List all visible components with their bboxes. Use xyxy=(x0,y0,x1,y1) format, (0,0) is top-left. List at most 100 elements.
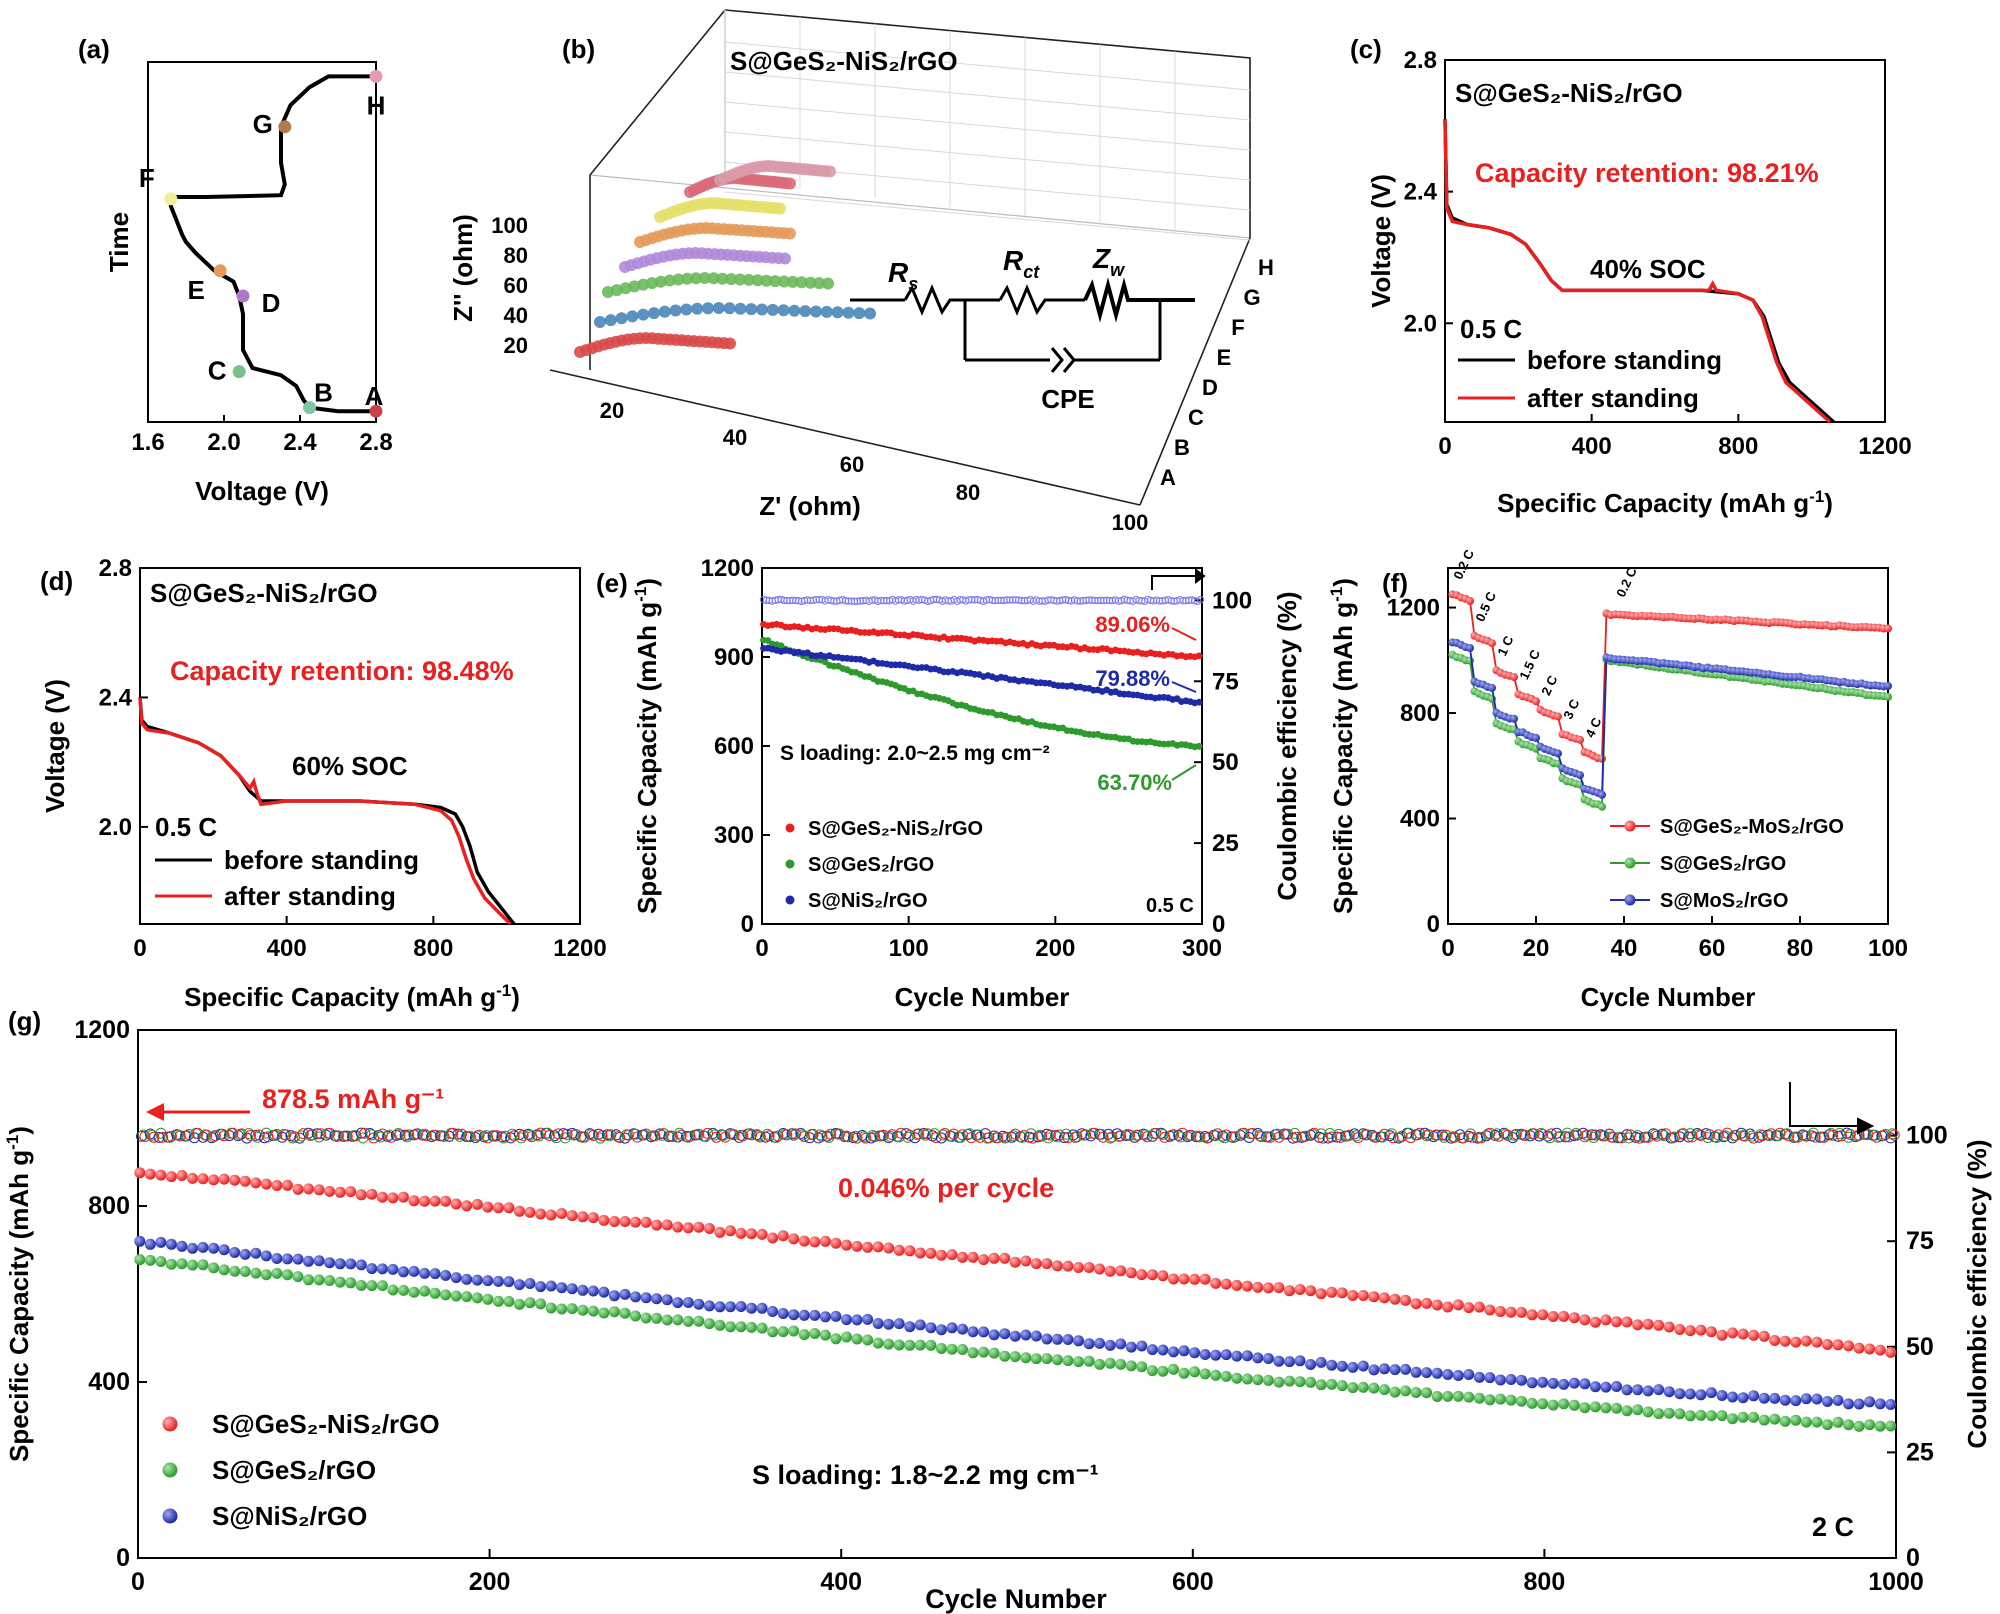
panel-g-point xyxy=(281,1179,293,1191)
panel-g-point xyxy=(1305,1359,1317,1370)
panel-e-ce-point xyxy=(997,596,1005,605)
panel-f-legend-marker xyxy=(1624,894,1636,906)
panel-g-ce-point xyxy=(1132,1129,1144,1141)
panel-g-point xyxy=(851,1314,863,1326)
panel-g-point xyxy=(1853,1420,1865,1432)
panel-g-point xyxy=(1473,1371,1485,1383)
panel-g-point xyxy=(176,1240,188,1252)
panel-b-z-tick-label: 60 xyxy=(504,273,528,298)
panel-g-ce-point xyxy=(1255,1131,1267,1143)
panel-g-ce-point xyxy=(1588,1132,1600,1143)
panel-g-point xyxy=(271,1253,283,1264)
panel-g-point xyxy=(355,1259,367,1271)
panel-g-point xyxy=(1241,1373,1253,1385)
panel-g-point xyxy=(566,1210,578,1222)
panel-g-point xyxy=(1189,1347,1201,1359)
panel-g-point xyxy=(830,1237,842,1249)
panel-g-point xyxy=(1199,1368,1211,1380)
panel-g-point xyxy=(798,1329,810,1341)
panel-g-point xyxy=(1758,1414,1770,1426)
panel-g-point xyxy=(978,1254,990,1266)
panel-g-point xyxy=(1800,1416,1812,1428)
panel-g-point xyxy=(1421,1297,1433,1309)
panel-e-ylabel: Specific Capacity (mAh g-1) xyxy=(631,578,662,914)
panel-e-ce-point xyxy=(994,596,1002,604)
panel-g-ce-point xyxy=(561,1128,573,1140)
panel-e-ce-point xyxy=(1050,596,1058,605)
panel-g-point xyxy=(1642,1385,1654,1397)
panel-d-x-tick-label: 400 xyxy=(267,935,307,962)
panel-g-ce-point xyxy=(1211,1128,1223,1140)
panel-g-ce-point xyxy=(596,1130,608,1142)
panel-g-point xyxy=(862,1313,874,1325)
panel-g-point xyxy=(904,1339,916,1351)
panel-g-point xyxy=(1030,1353,1042,1365)
panel-g-ce-point xyxy=(1498,1127,1510,1139)
panel-b-point xyxy=(766,303,779,316)
panel-e-ce-point xyxy=(912,595,920,604)
panel-g-point xyxy=(1104,1339,1116,1351)
panel-g-ce-point xyxy=(1254,1130,1266,1142)
panel-a-point-label-C: C xyxy=(208,356,227,386)
panel-g-point xyxy=(1410,1366,1422,1378)
panel-f-label: (f) xyxy=(1382,568,1408,598)
panel-g-point xyxy=(672,1297,684,1309)
panel-g-ce-point xyxy=(271,1128,283,1140)
panel-g-ce-point xyxy=(983,1132,995,1144)
panel-e-label-arrow xyxy=(1171,681,1197,693)
panel-g-ce-point xyxy=(709,1129,721,1141)
panel-b-point xyxy=(691,302,704,315)
panel-g-ce-point xyxy=(482,1132,494,1144)
panel-g-ce-point xyxy=(795,1128,807,1139)
panel-d-plot xyxy=(138,697,516,926)
panel-g-ce-point xyxy=(1071,1131,1083,1143)
panel-g-ce-point xyxy=(1115,1130,1127,1142)
panel-g-point xyxy=(1115,1265,1127,1277)
panel-e-ce-point xyxy=(915,596,923,604)
panel-g-point xyxy=(914,1339,926,1351)
panel-g-ce-point xyxy=(165,1130,177,1142)
panel-b-point xyxy=(707,272,720,285)
panel-g-point xyxy=(651,1312,663,1324)
panel-e-ce-point xyxy=(991,596,999,605)
panel-g-point xyxy=(1284,1285,1295,1297)
panel-g-point xyxy=(703,1318,715,1330)
panel-g-point xyxy=(303,1183,314,1195)
panel-g-point xyxy=(1294,1355,1306,1367)
panel-f-legend-label: S@GeS₂-MoS₂/rGO xyxy=(1660,816,1844,838)
panel-g-point xyxy=(1611,1316,1622,1328)
panel-g-point xyxy=(714,1319,726,1331)
panel-g-point xyxy=(1737,1392,1749,1404)
panel-g-ce-point xyxy=(1343,1129,1355,1141)
panel-g-ce-point xyxy=(1405,1132,1417,1144)
panel-g-point xyxy=(1695,1389,1707,1401)
panel-g-point xyxy=(503,1276,515,1288)
panel-g-point xyxy=(619,1216,631,1227)
panel-b-point xyxy=(760,274,773,287)
panel-g-ce-point xyxy=(269,1129,281,1141)
panel-f-point xyxy=(1488,683,1496,692)
panel-g-point xyxy=(1495,1374,1506,1386)
panel-e-ce-point xyxy=(965,596,973,604)
panel-g-ce-point xyxy=(1746,1130,1758,1142)
panel-g-point xyxy=(809,1309,821,1321)
panel-g-point xyxy=(345,1277,357,1289)
panel-e-ce-point xyxy=(847,597,856,605)
panel-f-rate-label: 1 C xyxy=(1494,633,1516,658)
panel-f-point xyxy=(1884,682,1892,690)
panel-g-point xyxy=(1705,1387,1717,1399)
panel-g-point xyxy=(440,1269,452,1281)
panel-g-point xyxy=(1347,1290,1359,1301)
panel-a: (a) 1.6 2.0 2.4 2.8 Voltage (V) Time A B C D E F… xyxy=(78,34,393,506)
panel-g-point xyxy=(1674,1324,1686,1335)
panel-b-series-label: C xyxy=(1188,405,1204,430)
panel-g-point xyxy=(735,1301,747,1312)
panel-g-point xyxy=(1231,1372,1243,1384)
panel-g-point xyxy=(608,1216,620,1227)
panel-g-point xyxy=(1632,1384,1644,1396)
panel-g-ce-point xyxy=(867,1130,879,1141)
panel-e-ce-point xyxy=(1085,596,1093,604)
panel-e-ce-point xyxy=(862,596,870,605)
